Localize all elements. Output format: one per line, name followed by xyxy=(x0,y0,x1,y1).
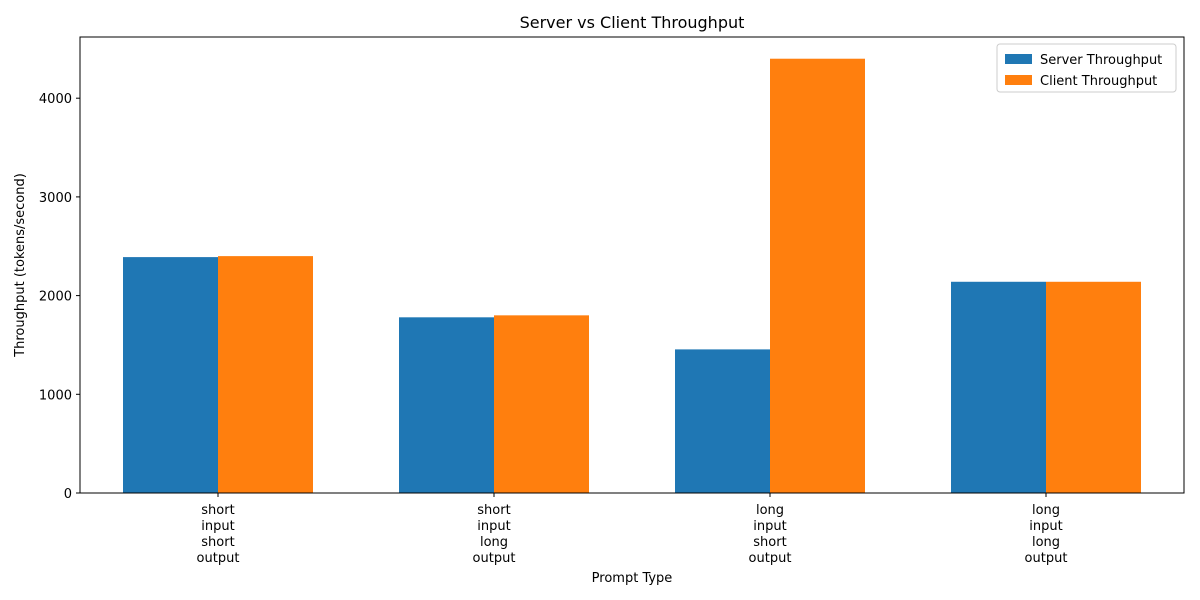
y-tick-label-2: 2000 xyxy=(39,290,72,305)
x-tick-label-line: input xyxy=(201,519,234,534)
bar-server-2 xyxy=(675,349,770,493)
legend-swatch-0 xyxy=(1005,54,1032,64)
bar-server-0 xyxy=(123,257,218,493)
y-axis-label: Throughput (tokens/second) xyxy=(13,173,28,358)
x-tick-label-line: long xyxy=(756,503,784,518)
legend-entry-0: Server Throughput xyxy=(1040,53,1162,68)
legend: Server Throughput Client Throughput xyxy=(996,43,1177,93)
y-tick-label-0: 0 xyxy=(64,487,72,502)
x-tick-label-line: output xyxy=(749,551,792,566)
legend-entry-1: Client Throughput xyxy=(1040,74,1157,89)
chart-title: Server vs Client Throughput xyxy=(520,13,745,32)
x-tick-label-line: long xyxy=(1032,535,1060,550)
x-tick-label-line: long xyxy=(480,535,508,550)
plot-frame xyxy=(79,36,1185,494)
x-tick-label-line: short xyxy=(201,535,234,550)
y-axis: 0 1000 2000 3000 4000 xyxy=(39,92,80,502)
x-tick-label-2: long input short output xyxy=(749,503,792,566)
x-tick-label-line: output xyxy=(1025,551,1068,566)
x-tick-label-1: short input long output xyxy=(473,503,516,566)
legend-swatch-1 xyxy=(1005,75,1032,85)
x-tick-label-0: short input short output xyxy=(197,503,240,566)
x-tick-label-line: long xyxy=(1032,503,1060,518)
x-tick-label-line: input xyxy=(753,519,786,534)
bar-server-3 xyxy=(951,281,1046,493)
y-tick-label-1: 1000 xyxy=(39,388,72,403)
x-tick-label-line: input xyxy=(477,519,510,534)
x-tick-label-3: long input long output xyxy=(1025,503,1068,566)
x-tick-label-line: output xyxy=(473,551,516,566)
y-tick-label-4: 4000 xyxy=(39,92,72,107)
legend-box xyxy=(996,43,1177,93)
bar-client-1 xyxy=(494,315,589,493)
bar-client-3 xyxy=(1046,281,1141,493)
bar-client-0 xyxy=(218,256,313,493)
x-tick-label-line: short xyxy=(201,503,234,518)
bars-group xyxy=(123,58,1141,493)
bar-server-1 xyxy=(399,317,494,493)
x-tick-label-line: input xyxy=(1029,519,1062,534)
x-axis-label: Prompt Type xyxy=(592,571,673,586)
x-tick-label-line: short xyxy=(753,535,786,550)
bar-client-2 xyxy=(770,58,865,493)
y-tick-label-3: 3000 xyxy=(39,191,72,206)
x-tick-label-line: short xyxy=(477,503,510,518)
x-tick-label-line: output xyxy=(197,551,240,566)
